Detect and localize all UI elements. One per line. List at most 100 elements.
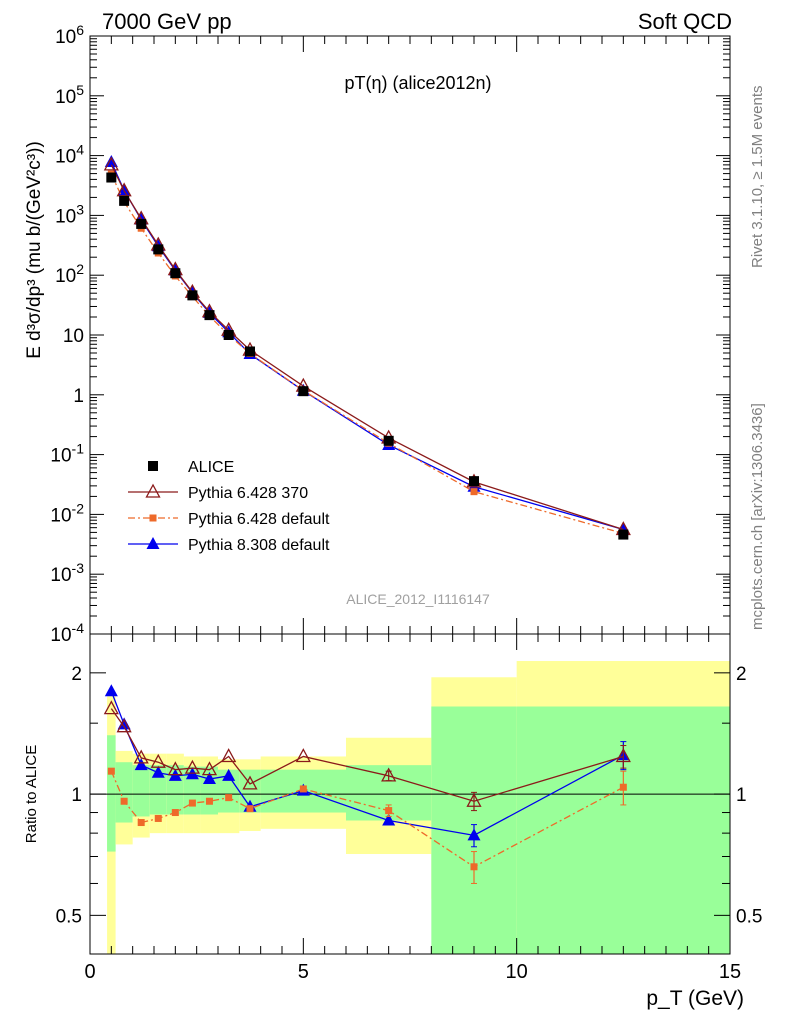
ratio-data-point (104, 684, 118, 697)
ratio-data-point (167, 761, 183, 776)
ratio-axes: 0.5 0.5 1 1 2 2 (56, 664, 763, 928)
ratio-data-point (221, 748, 237, 763)
y-tick-base: 10 (55, 147, 76, 168)
data-point (383, 435, 394, 446)
legend-marker (146, 537, 160, 549)
legend-marker (149, 514, 157, 522)
ratio-data-point (385, 807, 393, 815)
y-tick-base: 10 (50, 565, 71, 586)
ratio-data-point (107, 767, 115, 775)
y-tick-label: 10-2 (50, 500, 84, 526)
y-tick-label: 104 (55, 142, 84, 168)
ratio-y-axis-title: Ratio to ALICE (23, 745, 40, 843)
legend-label: ALICE (188, 459, 234, 476)
y-tick-base: 10 (50, 625, 71, 646)
data-point (245, 346, 255, 357)
ratio-data-point (382, 813, 396, 826)
ratio-tick-label-left: 2 (71, 664, 82, 685)
ratio-series-pythia-6-428-370 (103, 700, 631, 812)
y-tick-label: 10 (63, 326, 84, 347)
data-point (103, 156, 119, 171)
data-point (106, 172, 117, 183)
ratio-tick-label-right: 0.5 (736, 906, 762, 927)
y-tick-exponent: 4 (76, 142, 84, 158)
legend-marker (145, 483, 161, 498)
ratio-data-point (137, 819, 145, 827)
data-point (119, 195, 130, 206)
ratio-data-point (201, 761, 218, 776)
ratio-data-point (150, 753, 166, 768)
y-tick-exponent: -3 (72, 560, 85, 576)
legend-item: Pythia 8.308 default (128, 537, 330, 554)
ratio-tick-label-left: 1 (71, 785, 82, 806)
ratio-data-point (242, 775, 258, 790)
y-tick-label: 10-1 (50, 441, 84, 467)
y-tick-label: 103 (55, 201, 84, 227)
ratio-data-point (299, 785, 307, 793)
data-point (618, 529, 629, 540)
y-tick-label: 10-4 (50, 620, 84, 646)
header-left: 7000 GeV pp (102, 9, 232, 34)
ratio-data-point (151, 765, 165, 778)
y-tick-exponent: 3 (76, 201, 84, 217)
mcplots-reference-label: mcplots.cern.ch [arXiv:1306.3436] (749, 403, 766, 630)
y-tick-base: 10 (55, 87, 76, 108)
ratio-uncertainty-bands (90, 661, 730, 954)
series-line (110, 173, 624, 535)
ratio-data-point (202, 772, 216, 785)
inner-band-bin (107, 735, 116, 852)
y-tick-base: 10 (50, 505, 71, 526)
header-right: Soft QCD (638, 9, 732, 34)
inner-band-bin (239, 769, 261, 813)
ratio-tick-label-right: 2 (736, 664, 747, 685)
y-tick-base: 10 (55, 27, 76, 48)
ratio-data-point (154, 814, 162, 822)
y-tick-label: 106 (55, 22, 84, 48)
data-point (470, 488, 478, 496)
inner-band-bin (132, 765, 150, 817)
y-tick-base: 10 (55, 206, 76, 227)
data-point (116, 182, 132, 197)
ratio-data-point (615, 748, 631, 763)
data-point (153, 244, 164, 255)
y-tick-base: 10 (55, 266, 76, 287)
ratio-series (103, 684, 631, 884)
x-tick-label: 5 (298, 961, 309, 983)
y-tick-exponent: 2 (76, 261, 84, 277)
ratio-data-point (295, 748, 311, 763)
legend-item: Pythia 6.428 default (128, 511, 330, 528)
ratio-data-point (225, 794, 233, 802)
ratio-data-point (120, 797, 128, 805)
ratio-data-point (184, 759, 200, 774)
ratio-data-point (246, 805, 254, 813)
legend-item: ALICE (148, 459, 234, 476)
data-point (204, 310, 215, 321)
data-point (170, 268, 181, 279)
data-point (298, 386, 309, 397)
x-tick-label: 10 (506, 961, 528, 983)
ratio-data-point (134, 758, 148, 771)
main-series (103, 155, 631, 540)
data-point (223, 330, 234, 340)
x-tick-label: 15 (719, 961, 741, 983)
series-pythia-8-308-default (104, 155, 630, 535)
rivet-version-label: Rivet 3.1.10, ≥ 1.5M events (749, 86, 766, 269)
ratio-data-point (470, 863, 478, 871)
main-y-axis-title: E d³σ/dp³ (mu b/(GeV²c³)) (24, 141, 45, 359)
legend-label: Pythia 6.428 default (188, 511, 330, 528)
data-point (187, 290, 198, 301)
series-pythia-6-428-default (107, 170, 627, 537)
y-tick-label: 105 (55, 82, 84, 108)
ratio-data-point (466, 792, 482, 807)
series-alice (106, 172, 629, 540)
y-tick-exponent: -4 (72, 620, 85, 636)
legend-item: Pythia 6.428 370 (128, 483, 308, 502)
data-point (469, 476, 479, 487)
y-tick-base: 10 (50, 446, 71, 467)
y-tick-exponent: 6 (76, 22, 84, 38)
y-tick-label: 102 (55, 261, 84, 287)
y-tick-exponent: -1 (72, 441, 85, 457)
ratio-tick-label-right: 1 (736, 785, 747, 806)
